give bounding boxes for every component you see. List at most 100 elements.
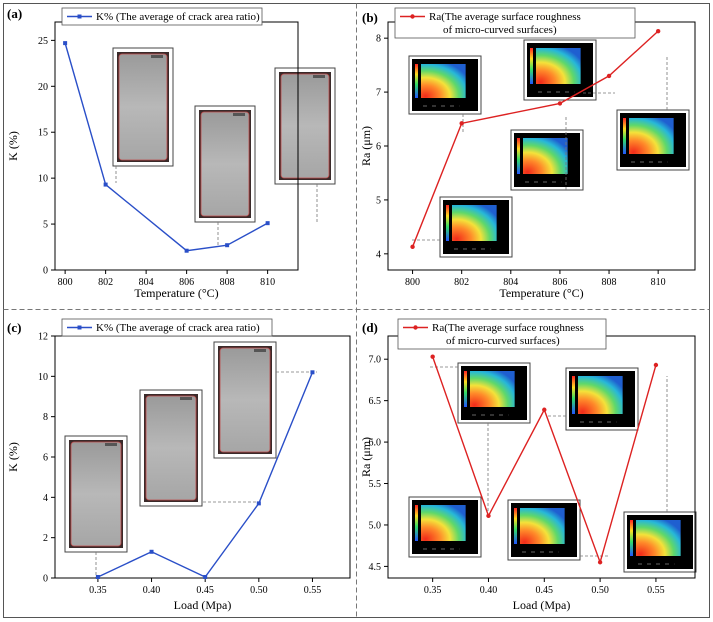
heatmap-colorbar: [623, 118, 626, 154]
roughness-heatmap-image: [523, 138, 568, 174]
x-tick-label: 800: [58, 277, 73, 288]
data-point: [430, 354, 435, 359]
inset-heatmap-b5: [439, 196, 513, 258]
x-tick-label: 0.35: [424, 585, 442, 596]
roughness-heatmap-image: [421, 64, 466, 98]
inset-plate-c2: [139, 389, 203, 507]
x-tick-label: 808: [602, 277, 617, 288]
legend-label: K% (The average of crack area ratio): [96, 11, 260, 23]
specimen-notch: [180, 397, 192, 400]
x-axis-label: Load (Mpa): [513, 598, 571, 612]
specimen-notch: [313, 75, 325, 78]
chart-panel-3: 0.35 0.40 0.45 0.50 0.55 0 2 4 6 8 10 12 Load (Mpa) K…: [6, 318, 351, 612]
x-tick-label: 0.40: [143, 585, 161, 596]
charts-layer: 800 802 804 806 808 8100510152025Temperature …: [6, 6, 696, 612]
inset-heatmap-b3: [510, 129, 584, 191]
specimen-plate-image: [70, 441, 122, 547]
y-axis-label: K (%): [6, 131, 20, 161]
x-axis-label: Load (Mpa): [174, 598, 232, 612]
inset-heatmap-b2: [523, 39, 597, 101]
y-tick-label: 6.5: [369, 396, 382, 407]
y-tick-label: 7: [376, 88, 381, 99]
data-point: [542, 407, 547, 412]
data-point: [256, 501, 261, 506]
panel-label: (d): [362, 320, 378, 335]
y-tick-label: 6: [43, 453, 48, 464]
legend-label: K% (The average of crack area ratio): [96, 322, 260, 334]
legend-box: [61, 7, 263, 26]
y-tick-label: 25: [38, 36, 48, 47]
inset-heatmap-d3: [408, 496, 482, 558]
y-tick-label: 4.5: [369, 562, 382, 573]
y-tick-label: 10: [38, 372, 48, 383]
heatmap-colorbar: [514, 508, 517, 544]
heatmap-colorbar: [630, 520, 633, 556]
legend-swatch-marker: [77, 325, 82, 330]
x-tick-label: 0.40: [480, 585, 498, 596]
chart-panel-2: 800 802 804 806 808 810 4 5 6 7 8 Temperature (°C) R…: [359, 7, 696, 300]
x-tick-label: 0.50: [591, 585, 609, 596]
heatmap-colorbar: [530, 48, 533, 84]
data-point: [655, 28, 661, 34]
inset-heatmap-d1: [457, 362, 531, 424]
roughness-heatmap-image: [421, 505, 466, 541]
legend-label: of micro-curved surfaces): [446, 335, 560, 347]
inset-heatmap-d4: [507, 499, 581, 561]
y-tick-label: 0: [43, 574, 48, 585]
data-point: [225, 243, 230, 248]
x-tick-label: 804: [139, 277, 154, 288]
roughness-heatmap-image: [452, 205, 497, 241]
specimen-notch: [254, 349, 266, 352]
chart-panel-4: 0.35 0.40 0.45 0.50 0.55 4.5 5.0 5.5 6.0 6.5 7.0 Lo…: [359, 318, 696, 612]
y-tick-label: 15: [38, 128, 48, 139]
y-tick-label: 7.0: [369, 355, 382, 366]
x-axis-label: Temperature (°C): [499, 286, 583, 300]
data-point: [557, 101, 563, 106]
insets-layer: [64, 39, 697, 578]
panel-label: (b): [362, 10, 378, 25]
y-tick-label: 8: [43, 412, 48, 423]
x-tick-label: 806: [552, 277, 567, 288]
x-tick-label: 810: [651, 277, 666, 288]
inset-heatmap-d5: [623, 511, 697, 573]
legend-label: Ra(The average surface roughness: [432, 322, 584, 334]
data-point: [606, 73, 612, 79]
legend-box: [397, 318, 607, 350]
heatmap-colorbar: [517, 138, 520, 174]
y-tick-label: 5.0: [369, 520, 382, 531]
y-tick-label: 6: [376, 142, 381, 153]
heatmap-colorbar: [446, 205, 449, 241]
y-tick-label: 5: [376, 195, 381, 206]
x-tick-label: 802: [454, 277, 469, 288]
data-point: [653, 362, 659, 368]
y-tick-label: 10: [38, 174, 48, 185]
legend: K% (The average of crack area ratio): [61, 7, 263, 26]
legend-box: [61, 318, 273, 337]
x-axis-label: Temperature (°C): [134, 286, 218, 300]
y-tick-label: 8: [376, 34, 381, 45]
x-tick-label: 802: [98, 277, 113, 288]
roughness-heatmap-image: [629, 118, 674, 154]
data-point: [184, 248, 189, 253]
x-tick-label: 0.50: [250, 585, 268, 596]
specimen-plate-image: [280, 73, 330, 179]
inset-plate-c3: [213, 341, 277, 459]
data-point: [310, 370, 315, 375]
specimen-notch: [233, 113, 245, 116]
data-point: [203, 574, 208, 579]
roughness-heatmap-image: [536, 48, 581, 84]
roughness-heatmap-image: [520, 508, 565, 544]
y-tick-label: 5: [43, 220, 48, 231]
x-tick-label: 0.45: [536, 585, 554, 596]
specimen-plate-image: [219, 347, 271, 453]
data-point: [149, 549, 154, 554]
data-point: [597, 560, 603, 565]
y-tick-label: 4: [43, 493, 48, 504]
y-tick-label: 5.5: [369, 479, 382, 490]
roughness-heatmap-image: [578, 376, 623, 414]
x-tick-label: 804: [503, 277, 518, 288]
